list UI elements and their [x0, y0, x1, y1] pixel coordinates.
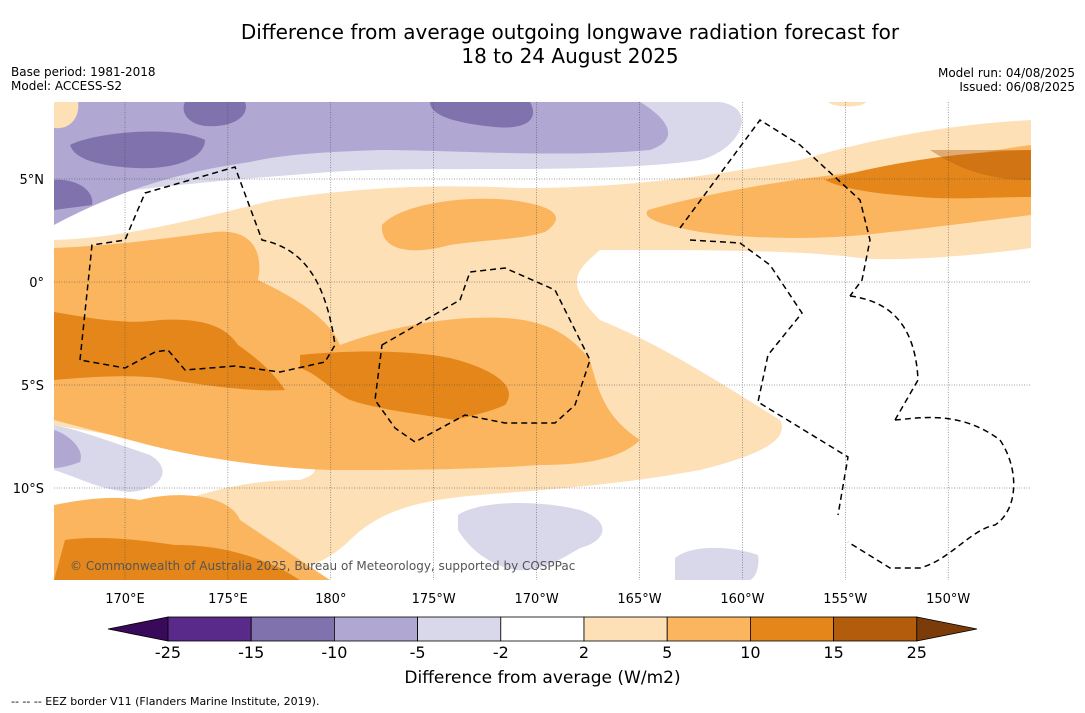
colorbar-tick: -10: [321, 643, 347, 662]
model-name: Model: ACCESS-S2: [11, 79, 123, 93]
colorbar-tick: -25: [155, 643, 181, 662]
colorbar-tick: -15: [238, 643, 264, 662]
colorbar-tick: -2: [493, 643, 509, 662]
colorbar: -25 -15 -10 -5 -2 2 5 10 15 25: [107, 616, 978, 662]
map-grid: 5°N 0° 5°S 10°S 170°E 175°E 180° 175°W 170°W 165…: [13, 102, 1031, 607]
colorbar-tick: 15: [823, 643, 843, 662]
title-line-2: 18 to 24 August 2025: [461, 44, 679, 68]
copyright-notice: © Commonwealth of Australia 2025, Bureau…: [70, 559, 575, 573]
base-info: Base period: 1981-2018 Model: ACCESS-S2: [11, 65, 156, 93]
colorbar-tick: -5: [410, 643, 426, 662]
lon-label: 165°W: [617, 592, 661, 607]
colorbar-swatch: [250, 616, 335, 642]
title-line-1: Difference from average outgoing longwav…: [240, 20, 900, 44]
colorbar-swatch: [833, 616, 918, 642]
model-run: Model run: 04/08/2025: [937, 66, 1075, 80]
colorbar-swatch: [333, 616, 418, 642]
lon-label: 180°: [315, 592, 346, 607]
colorbar-tick: 25: [907, 643, 927, 662]
colorbar-tick: 10: [740, 643, 760, 662]
colorbar-swatch: [500, 616, 585, 642]
colorbar-swatch: [583, 616, 668, 642]
base-period: Base period: 1981-2018: [11, 65, 156, 79]
colorbar-under-arrow: [107, 616, 169, 642]
lat-label: 5°N: [20, 173, 45, 188]
lon-label: 175°E: [208, 592, 248, 607]
lat-label: 10°S: [13, 482, 44, 497]
colorbar-swatch: [167, 616, 252, 642]
map-title: Difference from average outgoing longwav…: [0, 20, 1085, 68]
colorbar-label: Difference from average (W/m2): [404, 668, 681, 688]
colorbar-over-arrow: [916, 616, 978, 642]
run-info: Model run: 04/08/2025 Issued: 06/08/2025: [938, 66, 1075, 94]
lat-label: 5°S: [21, 379, 44, 394]
colorbar-swatch: [666, 616, 751, 642]
colorbar-swatch: [417, 616, 502, 642]
olr-anomaly-field: © Commonwealth of Australia 2025, Bureau…: [54, 102, 1031, 580]
lon-label: 155°W: [823, 592, 867, 607]
colorbar-tick: 2: [579, 643, 589, 662]
colorbar-tick: 5: [662, 643, 672, 662]
lon-label: 150°W: [926, 592, 970, 607]
lat-label: 0°: [29, 276, 44, 291]
lon-label: 160°W: [720, 592, 764, 607]
eez-footnote: -- -- -- EEZ border V11 (Flanders Marine…: [11, 695, 320, 708]
lon-label: 170°E: [105, 592, 145, 607]
colorbar-swatch: [750, 616, 835, 642]
lon-label: 175°W: [412, 592, 456, 607]
issued-date: Issued: 06/08/2025: [959, 80, 1075, 94]
lon-label: 170°W: [515, 592, 559, 607]
